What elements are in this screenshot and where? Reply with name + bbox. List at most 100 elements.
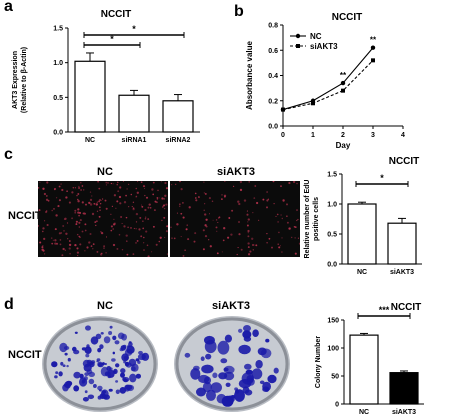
colony xyxy=(137,353,146,361)
edu-positive-cell xyxy=(44,220,46,222)
edu-positive-cell xyxy=(262,198,265,201)
colony xyxy=(120,372,125,378)
colony xyxy=(267,374,277,384)
legend-marker xyxy=(295,33,301,39)
edu-positive-cell xyxy=(184,249,186,252)
x-tick-label: siAKT3 xyxy=(392,409,416,416)
y-tick-label: 0.5 xyxy=(327,232,337,239)
edu-positive-cell xyxy=(69,252,71,255)
edu-positive-cell xyxy=(55,197,58,199)
edu-positive-cell xyxy=(60,232,63,234)
edu-positive-cell xyxy=(76,251,79,254)
edu-positive-cell xyxy=(153,209,156,212)
edu-positive-cell xyxy=(41,248,44,251)
edu-positive-cell xyxy=(194,192,197,195)
y-axis-label-2: positive cells xyxy=(313,197,320,241)
colony xyxy=(109,367,113,371)
edu-positive-cell xyxy=(135,196,137,198)
x-tick-label: NC xyxy=(85,137,95,144)
edu-positive-cell xyxy=(279,245,282,247)
edu-positive-cell xyxy=(253,197,256,199)
colony xyxy=(73,371,81,379)
edu-positive-cell xyxy=(194,232,197,235)
edu-positive-cell xyxy=(55,242,59,245)
edu-positive-cell xyxy=(267,198,270,200)
edu-positive-cell xyxy=(221,194,223,196)
edu-positive-cell xyxy=(278,231,280,234)
edu-positive-cell xyxy=(71,217,74,220)
edu-positive-cell xyxy=(118,233,121,236)
edu-positive-cell xyxy=(166,225,169,228)
colony xyxy=(119,348,124,352)
colony xyxy=(90,336,99,345)
edu-positive-cell xyxy=(88,201,91,205)
edu-positive-cell xyxy=(125,216,128,219)
legend-label-siakt3: siAKT3 xyxy=(310,42,338,51)
edu-positive-cell xyxy=(130,193,133,196)
bar-siakt3 xyxy=(389,372,419,405)
edu-positive-cell xyxy=(280,185,282,187)
colony xyxy=(235,389,240,394)
colony xyxy=(107,369,115,378)
edu-positive-cell xyxy=(271,246,273,249)
colony xyxy=(73,349,80,355)
colony xyxy=(130,366,136,372)
edu-positive-cell xyxy=(296,182,298,185)
colony xyxy=(265,338,270,343)
edu-positive-cell xyxy=(42,187,45,190)
colony xyxy=(54,375,58,379)
edu-positive-cell xyxy=(147,206,150,209)
edu-positive-cell xyxy=(112,243,116,247)
edu-positive-cell xyxy=(113,218,115,220)
row-label-c: NCCIT xyxy=(8,210,42,222)
point-siakt3 xyxy=(281,107,285,112)
edu-positive-cell xyxy=(98,206,101,209)
edu-image-siakt3 xyxy=(170,180,301,257)
colony xyxy=(128,341,133,347)
edu-positive-cell xyxy=(294,237,296,239)
colony xyxy=(60,361,64,366)
edu-positive-cell xyxy=(52,239,54,241)
edu-positive-cell xyxy=(55,214,58,217)
edu-positive-cell xyxy=(61,188,64,192)
edu-positive-cell xyxy=(121,222,123,225)
colony-dish-nc-art xyxy=(43,317,157,411)
colony xyxy=(109,325,113,329)
edu-positive-cell xyxy=(277,221,279,223)
edu-positive-cell xyxy=(78,214,80,217)
colony xyxy=(206,389,216,401)
edu-positive-cell xyxy=(81,185,84,187)
edu-positive-cell xyxy=(75,223,78,226)
edu-positive-cell xyxy=(117,190,120,193)
x-tick-label: NC xyxy=(359,409,369,416)
colony xyxy=(101,362,105,366)
panel-label-c: c xyxy=(4,146,13,163)
edu-positive-cell xyxy=(83,189,85,191)
panel-label-a: a xyxy=(4,0,13,15)
edu-positive-cell xyxy=(232,185,235,188)
colony xyxy=(273,367,279,374)
edu-positive-cell xyxy=(157,189,159,192)
edu-positive-cell xyxy=(163,197,166,200)
image-label-nc-c: NC xyxy=(97,166,113,178)
y-axis-label: Relative number of EdU xyxy=(304,180,311,259)
colony-dish-siakt3-art xyxy=(175,317,289,411)
colony xyxy=(122,377,130,382)
edu-positive-cell xyxy=(84,250,86,252)
edu-positive-cell xyxy=(180,188,183,191)
colony xyxy=(217,340,230,355)
bar-sirna2 xyxy=(162,100,194,133)
edu-positive-cell xyxy=(132,253,135,255)
edu-positive-cell xyxy=(212,219,214,221)
edu-image-nc xyxy=(37,180,169,258)
edu-positive-cell xyxy=(266,206,268,209)
edu-positive-cell xyxy=(61,254,64,257)
edu-positive-cell xyxy=(100,231,104,235)
colony xyxy=(196,387,206,397)
edu-positive-cell xyxy=(143,249,145,251)
edu-positive-cell xyxy=(171,184,173,186)
edu-positive-cell xyxy=(152,181,155,184)
edu-positive-cell xyxy=(100,253,103,256)
edu-positive-cell xyxy=(81,201,84,204)
colony xyxy=(88,371,95,377)
